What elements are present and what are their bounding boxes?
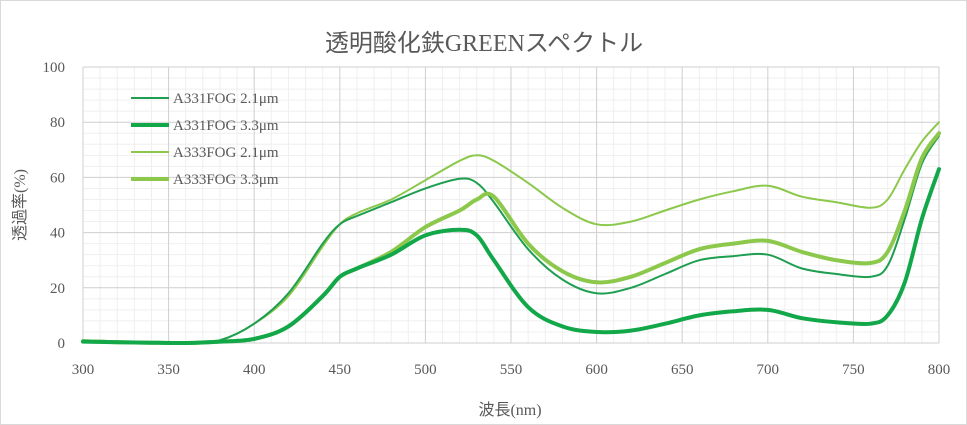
legend-label-3: A333FOG 2.1μm [173, 145, 279, 161]
x-tick-labels: 300 350 400 450 500 550 600 650 700 750 800 [72, 362, 951, 378]
y-tick-labels: 0 20 40 60 80 100 [43, 60, 66, 352]
x-tick-label: 350 [157, 362, 180, 378]
x-tick-label: 600 [585, 362, 608, 378]
y-axis-label: 透過率(%) [11, 169, 29, 241]
series-line-1 [82, 135, 940, 345]
legend-label-4: A333FOG 3.3μm [173, 172, 279, 188]
y-tick-label: 0 [58, 336, 66, 352]
x-tick-label: 450 [329, 362, 352, 378]
y-tick-label: 60 [50, 170, 65, 186]
x-tick-label: 500 [414, 362, 437, 378]
chart-title: 透明酸化鉄GREENスペクトル [325, 30, 643, 57]
x-tick-label: 750 [842, 362, 865, 378]
x-tick-label: 550 [500, 362, 523, 378]
legend-label-2: A331FOG 3.3μm [173, 118, 279, 134]
x-tick-label: 800 [928, 362, 951, 378]
y-tick-label: 20 [50, 281, 65, 297]
y-tick-label: 40 [50, 226, 65, 242]
x-tick-label: 650 [671, 362, 694, 378]
legend: A331FOG 2.1μm A331FOG 3.3μm A333FOG 2.1μm A… [131, 91, 279, 188]
x-tick-label: 700 [757, 362, 780, 378]
series-layer [81, 121, 941, 346]
x-tick-label: 300 [72, 362, 95, 378]
series-line-2 [81, 167, 941, 346]
legend-label-1: A331FOG 2.1μm [173, 91, 279, 107]
x-tick-label: 400 [243, 362, 266, 378]
y-tick-label: 80 [50, 115, 65, 131]
x-axis-label: 波長(nm) [478, 401, 541, 419]
y-tick-label: 100 [43, 60, 66, 76]
grid-major [82, 66, 940, 344]
